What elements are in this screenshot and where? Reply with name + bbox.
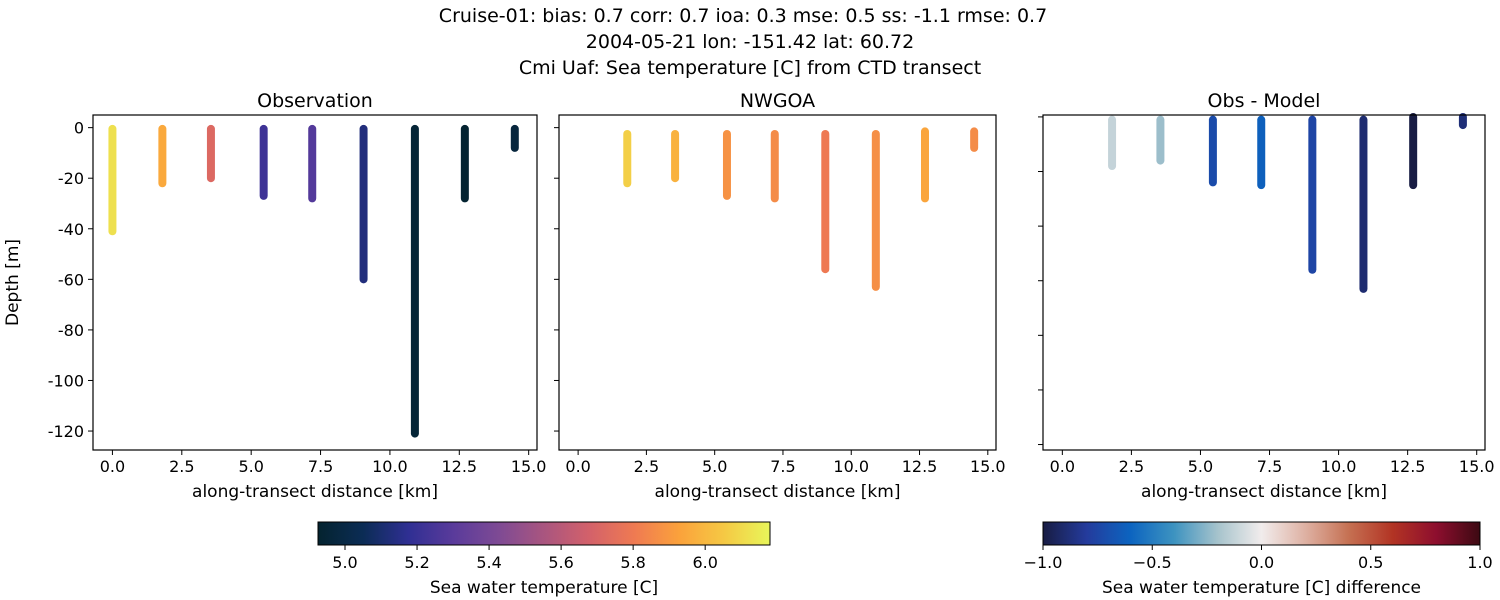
axes-frame bbox=[1042, 114, 1486, 451]
y-tick-label: -120 bbox=[48, 422, 84, 441]
colorbar-tick-label: 5.6 bbox=[548, 553, 573, 572]
axes-frame bbox=[558, 114, 997, 451]
colorbar-tick-label: 5.2 bbox=[404, 553, 429, 572]
x-axis-label: along-transect distance [km] bbox=[192, 482, 438, 502]
colorbar-tick-label: 5.0 bbox=[332, 553, 357, 572]
x-tick-label: 2.5 bbox=[169, 457, 194, 476]
x-tick-label: 10.0 bbox=[833, 457, 869, 476]
x-tick-label: 0.0 bbox=[1050, 457, 1075, 476]
y-tick-label: -80 bbox=[58, 321, 84, 340]
y-tick-label: 0 bbox=[74, 119, 84, 138]
x-axis-label: along-transect distance [km] bbox=[1141, 482, 1387, 502]
colorbar-label: Sea water temperature [C] difference bbox=[1102, 578, 1421, 598]
subplot-title: Obs - Model bbox=[1208, 90, 1321, 112]
y-tick-label: -60 bbox=[58, 270, 84, 289]
x-tick-label: 15.0 bbox=[511, 457, 547, 476]
colorbar-tick-label: 6.0 bbox=[692, 553, 717, 572]
x-tick-label: 12.5 bbox=[1390, 457, 1426, 476]
title-line-1: Cruise-01: bias: 0.7 corr: 0.7 ioa: 0.3 … bbox=[439, 5, 1047, 27]
x-tick-label: 12.5 bbox=[902, 457, 938, 476]
x-tick-label: 15.0 bbox=[1459, 457, 1495, 476]
x-tick-label: 0.0 bbox=[565, 457, 590, 476]
y-tick-label: -100 bbox=[48, 371, 84, 390]
x-tick-label: 15.0 bbox=[970, 457, 1006, 476]
colorbar-tick-label: 0.0 bbox=[1249, 553, 1274, 572]
colorbar-tick-label: −1.0 bbox=[1024, 553, 1063, 572]
colorbar bbox=[317, 521, 771, 546]
y-tick-label: -40 bbox=[58, 220, 84, 239]
x-tick-label: 2.5 bbox=[1119, 457, 1144, 476]
colorbar-tick-label: 5.8 bbox=[620, 553, 645, 572]
x-tick-label: 7.5 bbox=[308, 457, 333, 476]
subplot-title: Observation bbox=[257, 90, 373, 112]
x-tick-label: 7.5 bbox=[1257, 457, 1282, 476]
x-tick-label: 10.0 bbox=[1321, 457, 1357, 476]
x-tick-label: 7.5 bbox=[770, 457, 795, 476]
colorbar bbox=[1042, 521, 1481, 546]
colorbar-tick-label: −0.5 bbox=[1133, 553, 1172, 572]
x-tick-label: 5.0 bbox=[1188, 457, 1213, 476]
colorbar-label: Sea water temperature [C] bbox=[430, 578, 658, 598]
x-tick-label: 10.0 bbox=[372, 457, 408, 476]
colorbar-tick-label: 0.5 bbox=[1358, 553, 1383, 572]
x-tick-label: 5.0 bbox=[702, 457, 727, 476]
colorbar-tick-label: 1.0 bbox=[1467, 553, 1492, 572]
x-axis-label: along-transect distance [km] bbox=[655, 482, 901, 502]
colorbar-tick-label: 5.4 bbox=[476, 553, 501, 572]
x-tick-label: 12.5 bbox=[441, 457, 477, 476]
y-tick-label: -20 bbox=[58, 169, 84, 188]
axes-frame bbox=[92, 114, 538, 451]
x-tick-label: 2.5 bbox=[634, 457, 659, 476]
y-axis-label: Depth [m] bbox=[3, 239, 23, 326]
subplot-title: NWGOA bbox=[740, 90, 815, 112]
x-tick-label: 0.0 bbox=[100, 457, 125, 476]
title-line-3: Cmi Uaf: Sea temperature [C] from CTD tr… bbox=[519, 57, 981, 79]
x-tick-label: 5.0 bbox=[238, 457, 263, 476]
title-line-2: 2004-05-21 lon: -151.42 lat: 60.72 bbox=[586, 31, 914, 53]
